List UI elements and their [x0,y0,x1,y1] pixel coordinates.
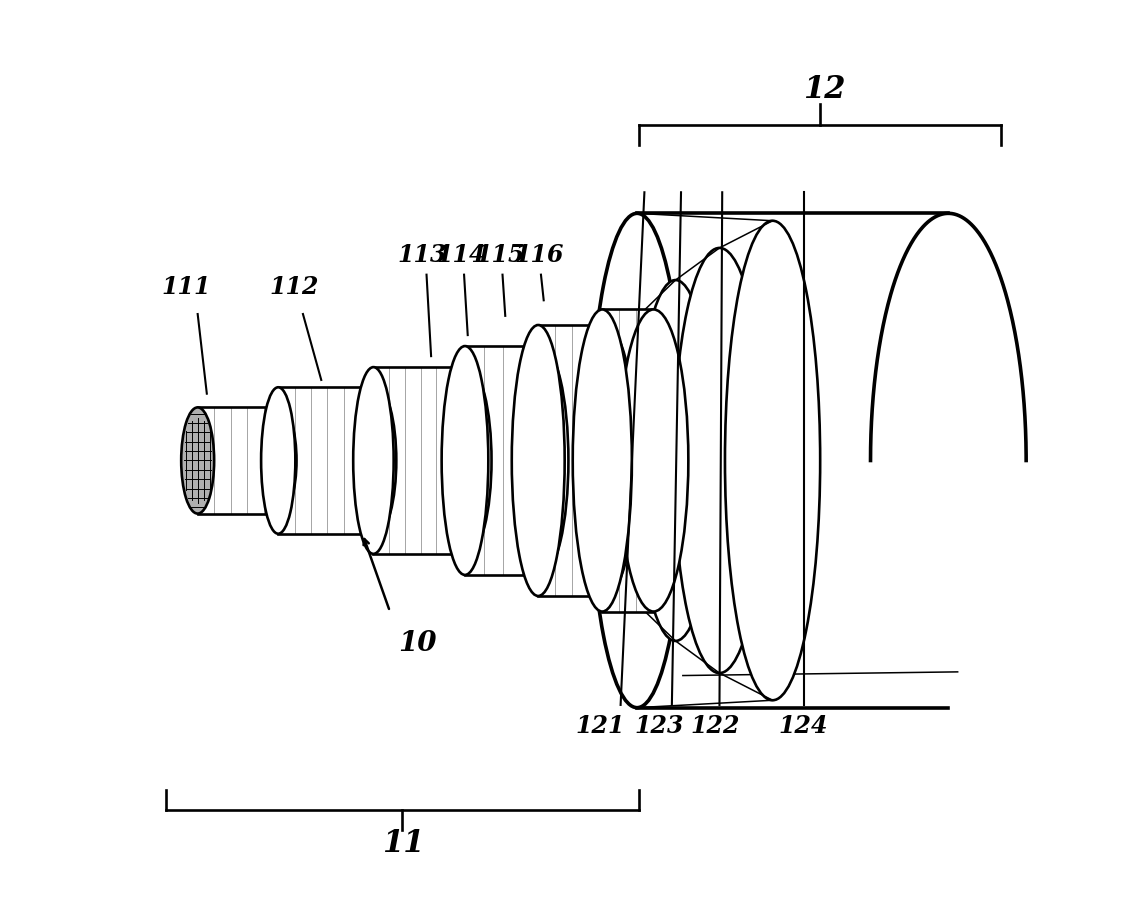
Polygon shape [637,214,1026,707]
Ellipse shape [512,325,565,596]
Ellipse shape [353,367,394,554]
Ellipse shape [574,325,636,596]
Text: 122: 122 [690,714,739,738]
Text: 124: 124 [779,714,829,738]
Ellipse shape [619,309,689,612]
Ellipse shape [674,248,766,673]
Text: 112: 112 [269,274,319,298]
Polygon shape [374,367,468,554]
Text: 12: 12 [803,75,846,105]
Ellipse shape [181,407,214,514]
Text: 115: 115 [474,242,525,266]
Ellipse shape [444,367,492,554]
Polygon shape [465,346,541,575]
Polygon shape [197,407,280,514]
Text: 111: 111 [162,274,211,298]
Text: 116: 116 [515,242,564,266]
Ellipse shape [589,214,684,707]
Ellipse shape [264,407,297,514]
Text: 113: 113 [398,242,447,266]
Text: 10: 10 [398,630,437,657]
Ellipse shape [513,346,568,575]
Ellipse shape [637,280,714,641]
Text: 123: 123 [634,714,684,738]
Ellipse shape [441,346,488,575]
Text: 11: 11 [383,828,425,858]
Polygon shape [603,309,653,612]
Ellipse shape [573,309,631,612]
Ellipse shape [356,387,397,534]
Text: 114: 114 [437,242,486,266]
Text: 121: 121 [575,714,626,738]
Ellipse shape [725,221,821,700]
Ellipse shape [610,317,665,604]
Ellipse shape [261,387,296,534]
Polygon shape [278,387,376,534]
Polygon shape [539,325,605,596]
